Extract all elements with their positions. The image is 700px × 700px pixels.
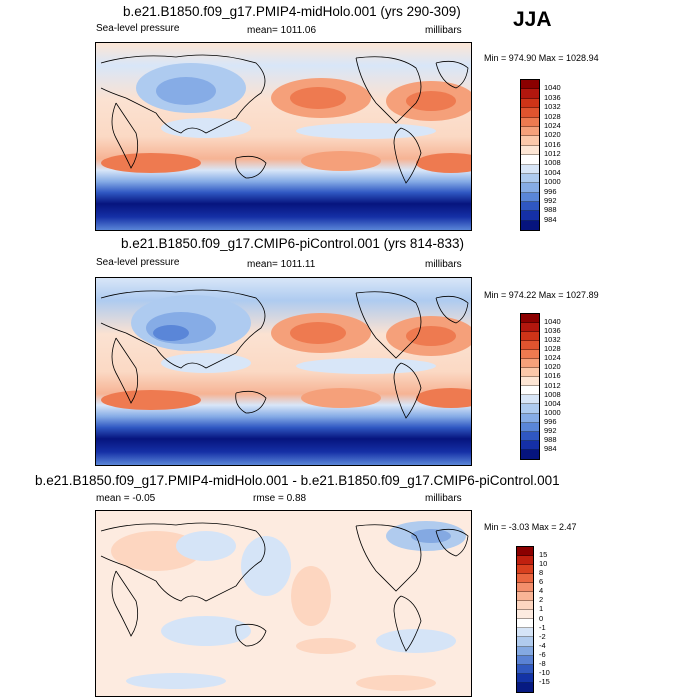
- colorbar-tick-label: 1008: [544, 158, 561, 168]
- colorbar-tick-label: 1016: [544, 139, 561, 149]
- colorbar-tick-label: 8: [539, 568, 544, 578]
- panel2-colorbar: [520, 313, 540, 460]
- panel2-variable-label: Sea-level pressure: [96, 257, 180, 268]
- colorbar-tick-label: 988: [544, 434, 557, 444]
- colorbar-tick-label: 1036: [544, 92, 561, 102]
- colorbar-tick-label: -15: [539, 676, 550, 686]
- panel2-units-label: millibars: [425, 259, 462, 270]
- colorbar-tick-label: 0: [539, 613, 544, 623]
- colorbar-tick-label: 1004: [544, 398, 561, 408]
- panel2-map: [95, 277, 472, 466]
- panel1-colorbar: [520, 79, 540, 231]
- colorbar-tick-label: 1020: [544, 130, 561, 140]
- colorbar-tick-label: 6: [539, 577, 544, 587]
- colorbar-tick-label: -1: [539, 622, 546, 632]
- colorbar-tick-label: 2: [539, 595, 544, 605]
- panel1-minmax: Min = 974.90 Max = 1028.94: [484, 53, 599, 63]
- colorbar-tick-label: 1024: [544, 353, 561, 363]
- panel3-rmse-label: rmse = 0.88: [253, 493, 307, 504]
- colorbar-tick-label: -2: [539, 631, 546, 641]
- colorbar-tick-label: 1008: [544, 389, 561, 399]
- panel1-title: b.e21.B1850.f09_g17.PMIP4-midHolo.001 (y…: [123, 4, 461, 19]
- colorbar-tick-label: 1012: [544, 149, 561, 158]
- colorbar-tick-label: 988: [544, 205, 557, 215]
- colorbar-tick-label: 1032: [544, 102, 561, 112]
- colorbar-tick-label: -6: [539, 649, 546, 659]
- panel1-mean-label: mean= 1011.06: [247, 25, 317, 36]
- colorbar-tick-label: 1000: [544, 407, 561, 417]
- colorbar-tick-label: 1040: [544, 317, 561, 327]
- panel1-units-label: millibars: [425, 25, 462, 36]
- panel3-mean-label: mean = -0.05: [96, 493, 156, 504]
- colorbar-tick-label: 992: [544, 425, 557, 435]
- colorbar-tick-label: 10: [539, 559, 548, 569]
- colorbar-tick-label: -4: [539, 640, 546, 650]
- panel2-title: b.e21.B1850.f09_g17.CMIP6-piControl.001 …: [121, 236, 464, 251]
- colorbar-tick-label: 1004: [544, 167, 561, 177]
- panel3-map: [95, 510, 472, 697]
- panel2-mean-label: mean= 1011.11: [247, 259, 316, 270]
- colorbar-tick-label: 996: [544, 186, 557, 196]
- colorbar-tick-label: -8: [539, 658, 546, 668]
- colorbar-tick-label: 1016: [544, 371, 561, 381]
- panel3-colorbar: [516, 546, 534, 693]
- colorbar-tick-label: 15: [539, 550, 548, 560]
- colorbar-tick-label: 984: [544, 443, 557, 453]
- colorbar-tick-label: 1012: [544, 380, 561, 390]
- colorbar-tick-label: 1028: [544, 111, 561, 121]
- colorbar-tick-label: 996: [544, 416, 557, 426]
- season-label: JJA: [513, 8, 552, 31]
- colorbar-tick-label: 1028: [544, 344, 561, 354]
- panel2-minmax: Min = 974.22 Max = 1027.89: [484, 290, 599, 300]
- colorbar-tick-label: 1040: [544, 83, 561, 93]
- panel3-title: b.e21.B1850.f09_g17.PMIP4-midHolo.001 - …: [35, 473, 560, 488]
- colorbar-tick-label: 1000: [544, 177, 561, 187]
- panel3-units-label: millibars: [425, 493, 462, 504]
- panel1-variable-label: Sea-level pressure: [96, 23, 180, 34]
- colorbar-tick-label: 984: [544, 214, 557, 224]
- colorbar-tick-label: 1024: [544, 120, 561, 130]
- colorbar-tick-label: 992: [544, 195, 557, 205]
- colorbar-tick-label: 1036: [544, 326, 561, 336]
- panel1-map: [95, 42, 472, 231]
- colorbar-tick-label: 1032: [544, 335, 561, 345]
- colorbar-tick-label: 1020: [544, 362, 561, 372]
- panel3-minmax: Min = -3.03 Max = 2.47: [484, 522, 577, 532]
- colorbar-tick-label: 4: [539, 586, 544, 596]
- colorbar-tick-label: -10: [539, 667, 550, 677]
- colorbar-tick-label: 1: [539, 604, 544, 614]
